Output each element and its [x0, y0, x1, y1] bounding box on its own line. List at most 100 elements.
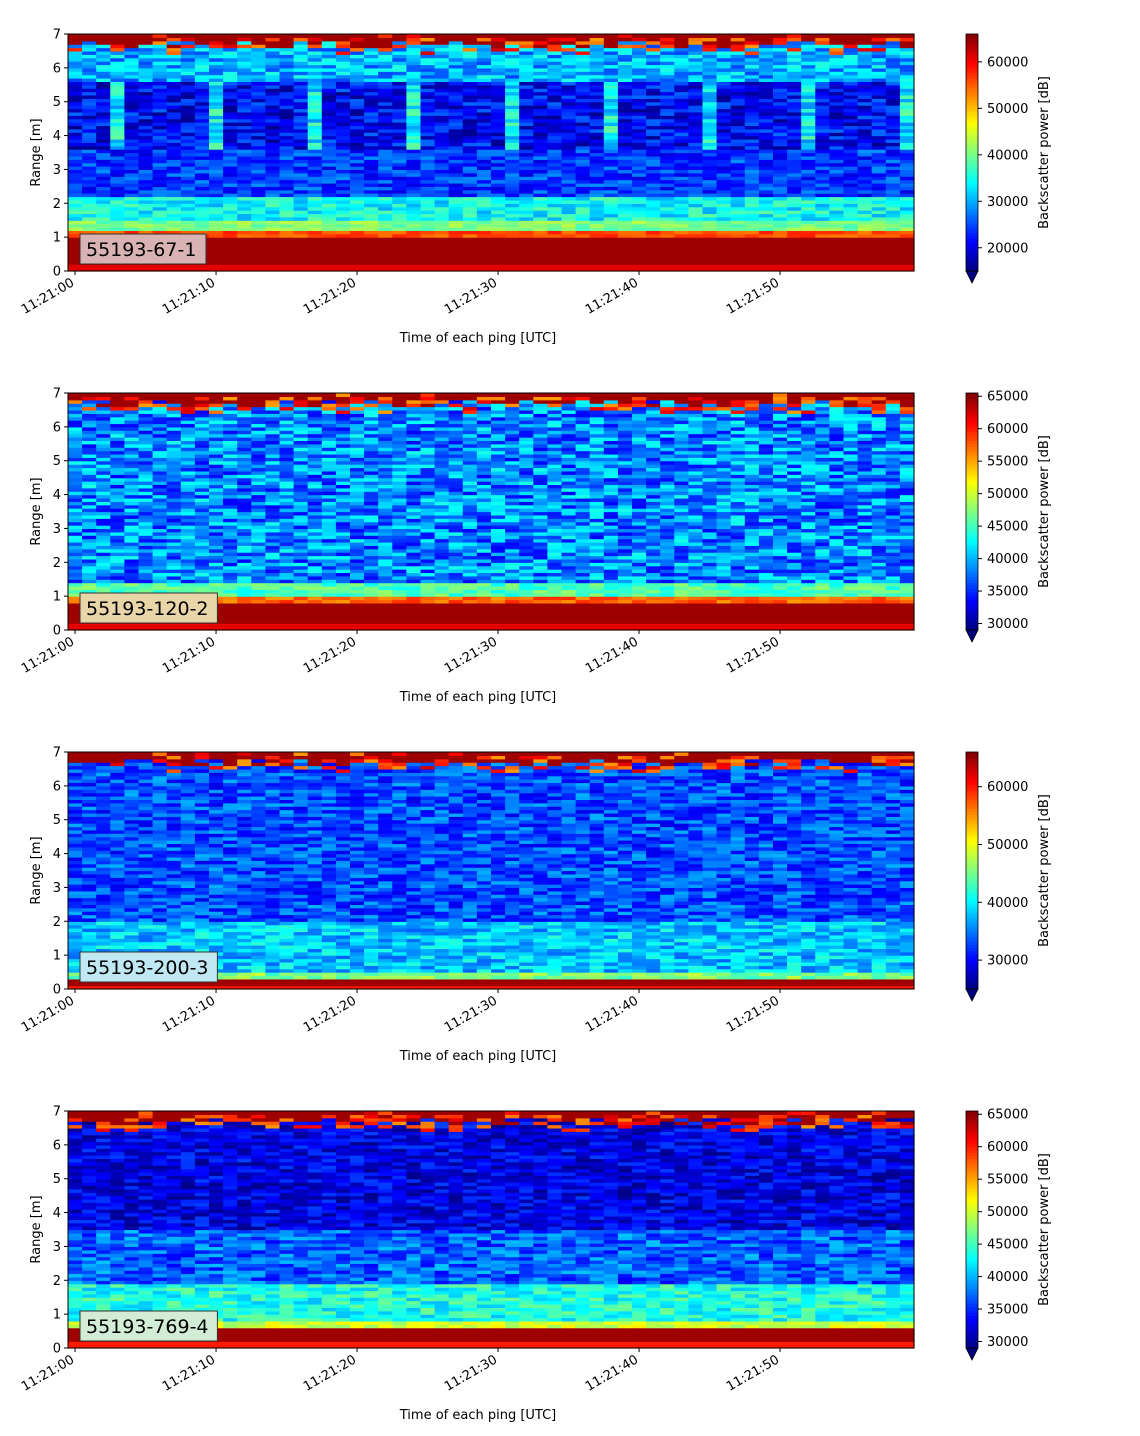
heatmap-cell: [110, 61, 125, 66]
heatmap-cell: [603, 186, 619, 191]
heatmap-cell: [307, 230, 323, 235]
heatmap-cell: [209, 57, 224, 62]
heatmap-cell: [505, 257, 520, 262]
heatmap-cell: [335, 213, 351, 218]
heatmap-cell: [533, 196, 548, 201]
heatmap-cell: [138, 44, 154, 49]
heatmap-cell: [420, 196, 436, 201]
heatmap-cell: [519, 125, 534, 130]
heatmap-cell: [448, 203, 464, 208]
heatmap-cell: [575, 159, 591, 164]
heatmap-cell: [491, 220, 506, 225]
heatmap-cell: [617, 193, 633, 198]
heatmap-cell: [392, 240, 407, 245]
heatmap-cell: [406, 203, 422, 208]
heatmap-cell: [505, 179, 520, 184]
heatmap-cell: [138, 182, 154, 187]
heatmap-cell: [265, 210, 281, 215]
heatmap-cell: [617, 125, 633, 130]
heatmap-cell: [448, 213, 464, 218]
heatmap-cell: [617, 233, 633, 238]
heatmap-cell: [209, 247, 224, 252]
heatmap-cell: [251, 216, 266, 221]
heatmap-cell: [575, 111, 591, 116]
heatmap-cell: [223, 199, 238, 204]
heatmap-cell: [519, 267, 534, 272]
heatmap-cell: [223, 159, 238, 164]
heatmap-cell: [575, 257, 591, 262]
heatmap-cell: [321, 57, 337, 62]
heatmap-cell: [476, 81, 492, 86]
heatmap-cell: [603, 108, 619, 113]
heatmap-cell: [82, 213, 97, 218]
heatmap-cell: [406, 213, 422, 218]
heatmap-cell: [293, 226, 309, 231]
heatmap-cell: [575, 169, 591, 174]
heatmap-cell: [152, 169, 168, 174]
heatmap-cell: [194, 155, 210, 160]
heatmap-cell: [448, 179, 464, 184]
heatmap-cell: [152, 61, 168, 66]
colorbar-segment: [966, 205, 978, 210]
heatmap-cell: [406, 186, 422, 191]
heatmap-cell: [237, 264, 252, 269]
heatmap-cell: [646, 196, 661, 201]
heatmap-cell: [364, 128, 379, 133]
heatmap-cell: [335, 237, 351, 242]
heatmap-cell: [350, 118, 365, 123]
heatmap-cell: [646, 115, 661, 120]
heatmap-cell: [434, 196, 450, 201]
heatmap-cell: [491, 260, 506, 265]
heatmap-cell: [138, 50, 154, 55]
heatmap-cell: [448, 94, 464, 99]
heatmap-cell: [434, 142, 450, 147]
heatmap-cell: [335, 94, 351, 99]
heatmap-cell: [138, 74, 154, 79]
heatmap-cell: [279, 111, 295, 116]
heatmap-cell: [660, 216, 675, 221]
heatmap-cell: [152, 67, 168, 72]
heatmap-cell: [223, 81, 238, 86]
heatmap-cell: [180, 101, 196, 106]
heatmap-cell: [462, 176, 478, 181]
heatmap-cell: [646, 216, 661, 221]
heatmap-cell: [561, 247, 577, 252]
heatmap-cell: [392, 91, 407, 96]
heatmap-cell: [251, 34, 266, 38]
colorbar-segment: [966, 119, 978, 124]
heatmap-cell: [110, 189, 125, 194]
heatmap-cell: [575, 162, 591, 167]
heatmap-cell: [110, 105, 125, 110]
heatmap-cell: [223, 108, 238, 113]
heatmap-cell: [434, 264, 450, 269]
heatmap-cell: [96, 152, 111, 157]
heatmap-cell: [110, 182, 125, 187]
heatmap-cell: [223, 247, 238, 252]
heatmap-cell: [589, 74, 605, 79]
heatmap-cell: [350, 162, 365, 167]
heatmap-cell: [335, 196, 351, 201]
heatmap-cell: [180, 47, 196, 52]
heatmap-cell: [335, 199, 351, 204]
heatmap-cell: [279, 47, 295, 52]
heatmap-cell: [547, 247, 563, 252]
heatmap-cell: [124, 172, 140, 177]
heatmap-cell: [674, 267, 689, 272]
colorbar-segment: [966, 182, 978, 186]
heatmap-cell: [335, 40, 351, 45]
heatmap-cell: [660, 186, 675, 191]
heatmap-cell: [110, 172, 125, 177]
heatmap-cell: [406, 40, 422, 45]
heatmap-cell: [392, 81, 407, 86]
heatmap-cell: [617, 257, 633, 262]
heatmap-cell: [491, 71, 506, 76]
heatmap-cell: [279, 105, 295, 110]
heatmap-cell: [180, 138, 196, 143]
heatmap-cell: [392, 179, 407, 184]
heatmap-cell: [82, 115, 97, 120]
heatmap-cell: [166, 264, 182, 269]
heatmap-cell: [617, 34, 633, 38]
heatmap-cell: [660, 88, 675, 93]
heatmap-cell: [68, 125, 83, 130]
